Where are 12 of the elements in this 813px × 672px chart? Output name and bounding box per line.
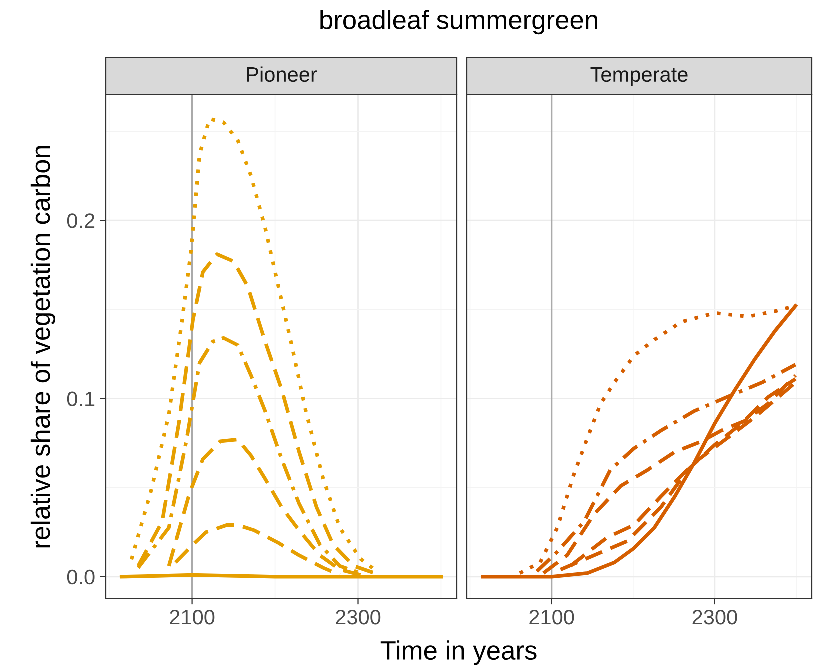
y-axis-title: relative share of vegetation carbon	[30, 146, 56, 548]
y-tick-label: 0.2	[67, 214, 95, 228]
chart-title: Temperate	[590, 68, 688, 86]
x-tick-label: 2100	[530, 610, 574, 625]
x-tick-label: 2100	[170, 610, 215, 625]
chart-title: Pioneer	[247, 66, 318, 82]
text: broadleaf summergreen	[320, 10, 598, 35]
y-tick-label: 0.1	[67, 392, 95, 407]
x-tick-label: 2300	[692, 610, 738, 625]
y-tick-label: 0.0	[67, 570, 95, 585]
x-axis-title: Time in years	[380, 640, 537, 666]
x-tick-label: 2300	[336, 610, 381, 625]
